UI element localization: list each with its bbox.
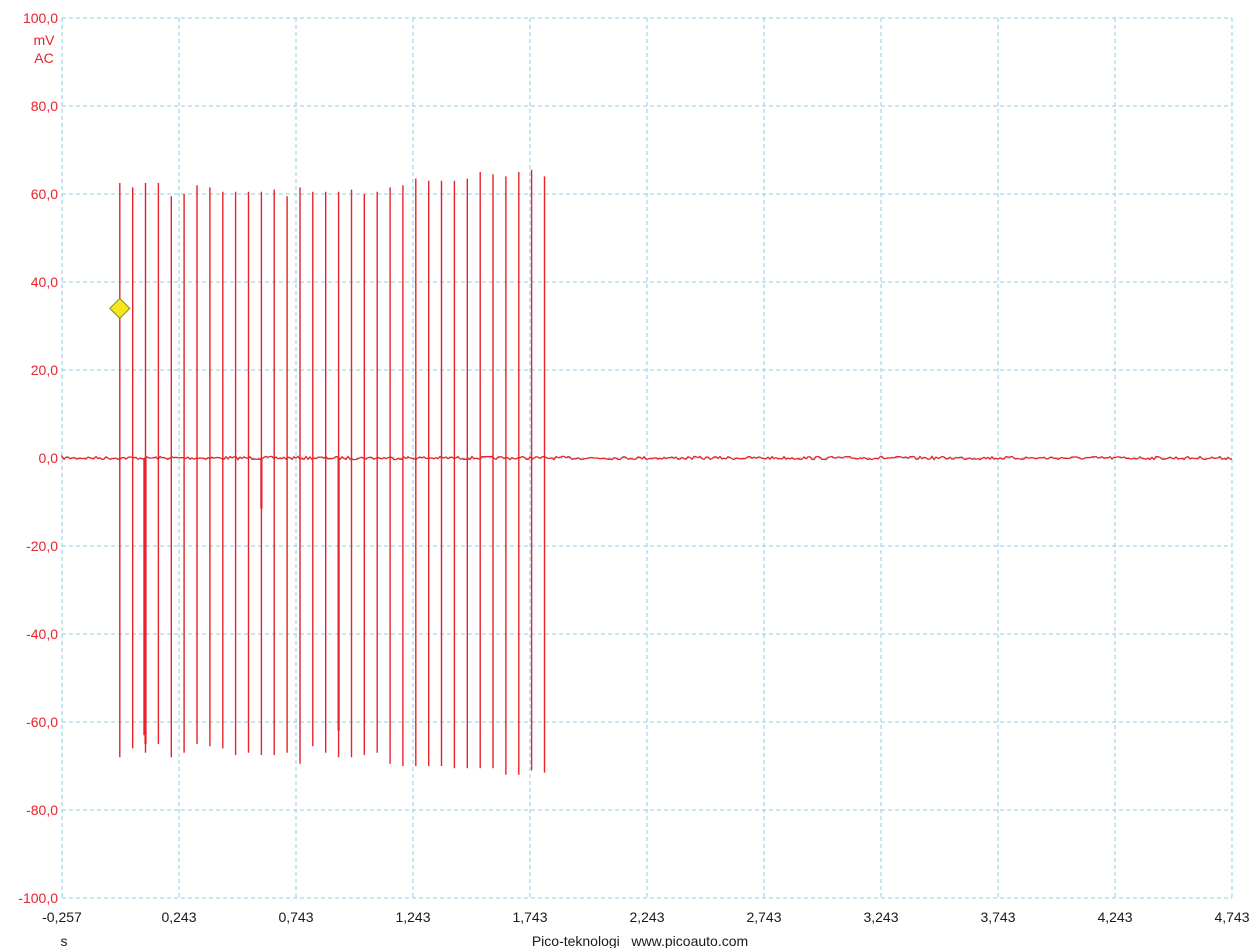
x-tick-label: 3,743	[980, 909, 1015, 925]
y-tick-label: 80,0	[31, 98, 58, 114]
x-tick-label: 0,743	[278, 909, 313, 925]
y-tick-label: 40,0	[31, 274, 58, 290]
x-tick-label: 4,243	[1097, 909, 1132, 925]
x-axis-ticks: -0,257 0,243 0,743 1,243 1,743 2,243 2,743 3,24…	[42, 909, 1250, 925]
baseline-trace	[61, 454, 1233, 461]
y-axis-ticks: 100,0 80,0 60,0 40,0 20,0 0,0 -20,0 -40,0 -60,0 -…	[18, 10, 58, 906]
x-tick-label: 1,743	[512, 909, 547, 925]
y-tick-label: -80,0	[26, 802, 58, 818]
y-tick-label: 20,0	[31, 362, 58, 378]
trigger-marker-icon[interactable]	[109, 297, 131, 320]
grid	[61, 17, 1233, 899]
y-tick-label: -40,0	[26, 626, 58, 642]
x-tick-label: -0,257	[42, 909, 82, 925]
y-unit-mv: mV	[34, 32, 56, 48]
x-axis-unit: s	[61, 933, 68, 948]
y-tick-label: -100,0	[18, 890, 58, 906]
footer-credit: Pico-teknologi www.picoauto.com	[532, 933, 748, 948]
x-tick-label: 2,743	[746, 909, 781, 925]
x-tick-label: 3,243	[863, 909, 898, 925]
y-tick-label: -20,0	[26, 538, 58, 554]
x-tick-label: 1,243	[395, 909, 430, 925]
y-tick-label: 100,0	[23, 10, 58, 26]
y-tick-label: 60,0	[31, 186, 58, 202]
signal-trace	[61, 169, 1233, 775]
x-tick-label: 0,243	[161, 909, 196, 925]
x-tick-label: 2,243	[629, 909, 664, 925]
y-tick-label: 0,0	[39, 450, 59, 466]
y-tick-label: -60,0	[26, 714, 58, 730]
y-unit-ac: AC	[34, 50, 53, 66]
x-tick-label: 4,743	[1214, 909, 1249, 925]
